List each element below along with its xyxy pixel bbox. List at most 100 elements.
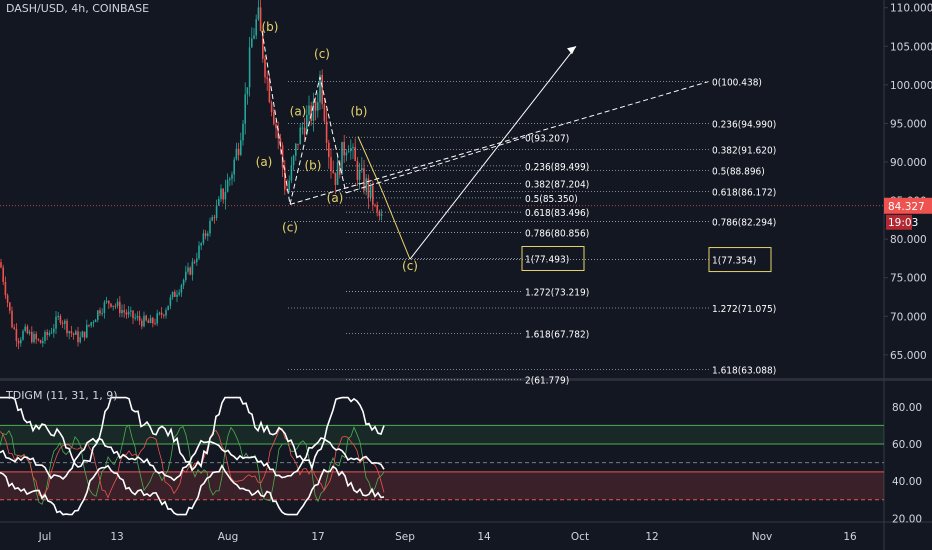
candle-body	[136, 316, 139, 318]
candle-body	[178, 292, 180, 295]
candle-body	[94, 319, 97, 323]
candle-body	[233, 159, 235, 175]
candle-body	[358, 170, 361, 180]
candle-body	[213, 217, 216, 219]
candle-body	[33, 333, 35, 343]
price-tick-label: 100.000	[890, 80, 932, 92]
fib-level-label: 0.5(88.896)	[712, 167, 765, 178]
candle-body	[160, 312, 163, 315]
candle-body	[116, 301, 119, 306]
candle-body	[97, 310, 99, 320]
candle-body	[42, 341, 44, 344]
candle-body	[204, 233, 207, 236]
fib-level-label: 0.618(86.172)	[712, 188, 776, 199]
candle-body	[354, 147, 356, 161]
candle-body	[343, 141, 345, 156]
candle-body	[105, 300, 108, 303]
candle-body	[235, 148, 238, 160]
candle-body	[187, 267, 189, 272]
candle-body	[290, 165, 293, 181]
candle-body	[61, 322, 64, 324]
price-tick-label: 105.000	[890, 41, 932, 53]
candle-body	[101, 312, 103, 314]
candle-body	[68, 331, 70, 334]
fibonacci-levels: 0(100.438) 0.236(94.990) 0.382(91.620) 0.5(…	[288, 77, 776, 387]
fib-level-label: 0.786(80.856)	[525, 229, 589, 240]
candle-body	[328, 142, 330, 158]
axes: 110.000105.000100.00095.00090.00085.0008…	[0, 3, 932, 543]
candle-body	[66, 320, 68, 334]
candle-body	[196, 258, 198, 263]
projection-line	[357, 136, 411, 260]
candle-body	[299, 127, 301, 145]
candle-body	[361, 168, 363, 171]
candle-body	[257, 7, 260, 20]
candle-body	[202, 233, 205, 244]
candle-body	[330, 157, 332, 171]
wave-label: (b)	[351, 105, 368, 119]
candle-body	[198, 245, 200, 259]
candle-body	[314, 101, 317, 111]
candle-body	[224, 191, 227, 200]
candle-body	[341, 141, 343, 175]
candle-body	[218, 198, 220, 206]
lower-band-line	[0, 463, 385, 516]
candle-body	[319, 74, 321, 103]
projection-line	[409, 45, 577, 260]
candle-body	[240, 140, 242, 155]
candle-body	[110, 303, 112, 307]
candle-body	[211, 217, 213, 221]
candle-body	[24, 326, 26, 331]
candle-body	[310, 105, 312, 121]
fib-level-label: 0.382(87.204)	[525, 180, 589, 191]
indicator-tick-label: 40.00	[892, 476, 922, 488]
candle-body	[262, 31, 264, 59]
middle-band-line	[0, 437, 385, 482]
candle-body	[317, 102, 319, 111]
upper-band-line	[0, 396, 385, 472]
candle-body	[369, 185, 372, 198]
candle-body	[332, 170, 334, 173]
candle-body	[365, 178, 367, 191]
countdown-label: 19:03	[888, 217, 918, 229]
candle-body	[185, 271, 187, 280]
fib-level-label: 0.382(91.620)	[712, 146, 776, 157]
candle-body	[246, 87, 249, 95]
candle-body	[123, 310, 125, 313]
candle-body	[79, 337, 81, 343]
candle-body	[77, 331, 79, 343]
candle-body	[70, 331, 73, 334]
candle-body	[28, 331, 31, 334]
price-tick-label: 70.000	[890, 311, 927, 323]
time-tick-label: 12	[645, 531, 658, 543]
candle-body	[108, 300, 110, 304]
candle-body	[59, 316, 62, 323]
time-tick-label: 16	[843, 531, 857, 543]
candle-body	[37, 339, 40, 341]
candle-body	[336, 162, 339, 185]
candle-body	[253, 35, 255, 39]
candle-body	[215, 205, 218, 218]
projection-line	[345, 136, 526, 194]
candle-body	[50, 332, 53, 334]
candle-body	[325, 121, 328, 143]
candle-body	[301, 127, 304, 129]
candle-body	[347, 151, 350, 153]
candle-body	[57, 316, 59, 318]
candle-body	[171, 291, 174, 298]
fib-level-label: 0.236(89.499)	[525, 162, 589, 173]
candle-body	[99, 310, 101, 314]
countdown-tag	[886, 214, 912, 230]
candle-body	[53, 328, 55, 333]
wave-label: (c)	[402, 259, 418, 273]
wave-label: (a)	[290, 105, 307, 119]
time-tick-label: 17	[311, 531, 324, 543]
candle-body	[0, 262, 2, 268]
candle-body	[352, 147, 354, 149]
candle-body	[189, 267, 191, 275]
candle-body	[229, 178, 231, 181]
candle-body	[231, 174, 233, 179]
time-tick-label: Aug	[218, 531, 239, 543]
projection-lines	[261, 30, 709, 260]
